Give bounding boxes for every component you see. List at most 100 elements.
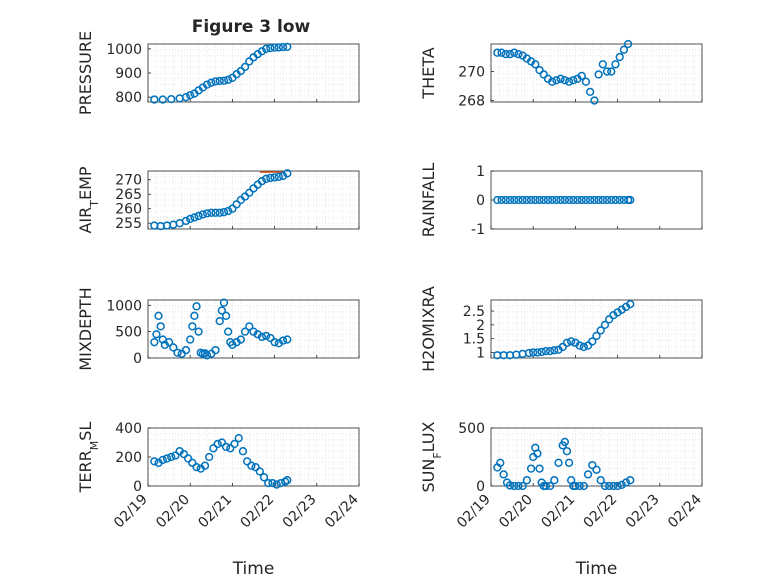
data-point <box>154 311 163 320</box>
data-point <box>541 481 551 491</box>
data-point <box>600 481 610 491</box>
data-point <box>602 195 612 205</box>
data-point <box>245 57 254 66</box>
data-point <box>224 75 233 84</box>
y-axis-label: THETA <box>419 47 438 99</box>
data-point <box>558 342 567 352</box>
axes-box <box>147 170 360 230</box>
data-point <box>626 195 635 205</box>
data-point <box>575 481 584 491</box>
y-axis-label: H2OMIXRA <box>419 286 438 372</box>
x-tick-label: 02/22 <box>581 492 621 532</box>
y-tick-label: 0 <box>476 193 485 209</box>
data-point <box>219 298 229 307</box>
y-tick-label: 255 <box>115 216 142 232</box>
data-point <box>150 338 159 347</box>
data-point <box>188 458 197 467</box>
data-point <box>270 173 279 182</box>
data-point <box>588 460 597 470</box>
data-point <box>493 195 502 205</box>
data-point <box>615 195 624 205</box>
x-tick-label: 02/23 <box>623 492 663 532</box>
y-tick-label: 268 <box>458 94 485 110</box>
data-point <box>266 173 275 183</box>
data-point <box>268 478 277 488</box>
data-point <box>577 71 586 81</box>
data-point <box>272 480 281 489</box>
data-point <box>217 438 227 447</box>
data-point <box>205 452 214 462</box>
y-tick-label: 500 <box>458 421 485 437</box>
data-point <box>179 449 189 459</box>
y-tick-label: -1 <box>471 222 485 238</box>
data-point <box>230 439 239 449</box>
subplot-pressure: 800 900 1000 PRESSURE <box>76 31 360 115</box>
x-tick-label: 02/21 <box>538 492 578 532</box>
data-point <box>624 39 633 49</box>
data-point <box>588 337 597 346</box>
data-point <box>207 78 216 87</box>
data-point <box>583 470 593 479</box>
data-point <box>219 76 229 85</box>
data-point <box>240 327 250 336</box>
y-tick-label: 2 <box>476 318 485 334</box>
y-tick-label: 260 <box>115 202 142 218</box>
x-tick-label: 02/20 <box>496 492 536 532</box>
data-point <box>245 322 254 331</box>
data-point <box>562 338 572 347</box>
y-tick-label: 265 <box>115 187 142 203</box>
data-point <box>501 50 510 59</box>
data-point <box>505 50 515 59</box>
x-axis-label: Time <box>575 559 618 579</box>
data-point <box>207 208 216 217</box>
data-point <box>266 333 275 343</box>
data-point <box>522 195 532 205</box>
data-point <box>167 452 176 462</box>
data-point <box>266 43 275 53</box>
data-point <box>200 461 210 470</box>
data-point <box>194 327 203 336</box>
axes-box <box>147 299 360 359</box>
data-point <box>167 94 176 104</box>
data-point <box>505 481 515 490</box>
data-point <box>592 331 601 341</box>
data-point <box>626 299 635 309</box>
data-point <box>211 345 220 355</box>
data-point <box>264 478 273 488</box>
data-point <box>283 476 292 485</box>
y-tick-label: 1 <box>476 345 485 361</box>
y-axis-label: PRESSURE <box>76 31 95 115</box>
data-point <box>156 322 165 331</box>
data-point <box>169 343 178 352</box>
data-point <box>560 195 569 205</box>
data-point <box>619 45 629 54</box>
y-tick-label: 1.5 <box>463 332 485 348</box>
data-point <box>213 439 222 449</box>
x-tick-label: 02/20 <box>153 492 193 532</box>
data-point <box>564 458 574 467</box>
data-point <box>251 463 260 472</box>
x-tick-label: 02/19 <box>111 492 151 532</box>
data-point <box>569 76 578 85</box>
data-point <box>529 348 538 357</box>
data-point <box>607 195 616 205</box>
data-point <box>556 195 565 205</box>
data-point <box>188 322 197 331</box>
data-point <box>571 481 580 491</box>
y-axis-label: SUNFLUX <box>419 421 444 492</box>
y-tick-label: 1000 <box>106 42 142 58</box>
data-point <box>583 341 593 350</box>
data-point <box>613 481 622 491</box>
y-axis-label: MIXDEPTH <box>76 287 95 370</box>
data-point <box>609 481 618 491</box>
y-tick-label: 1000 <box>106 298 142 314</box>
data-point <box>278 42 288 52</box>
data-point <box>186 91 195 100</box>
subplot-rainfall: -1 0 1 RAINFALL <box>419 163 703 238</box>
data-point <box>590 195 599 205</box>
data-point <box>162 454 172 463</box>
data-point <box>150 95 159 104</box>
data-point <box>262 174 271 183</box>
